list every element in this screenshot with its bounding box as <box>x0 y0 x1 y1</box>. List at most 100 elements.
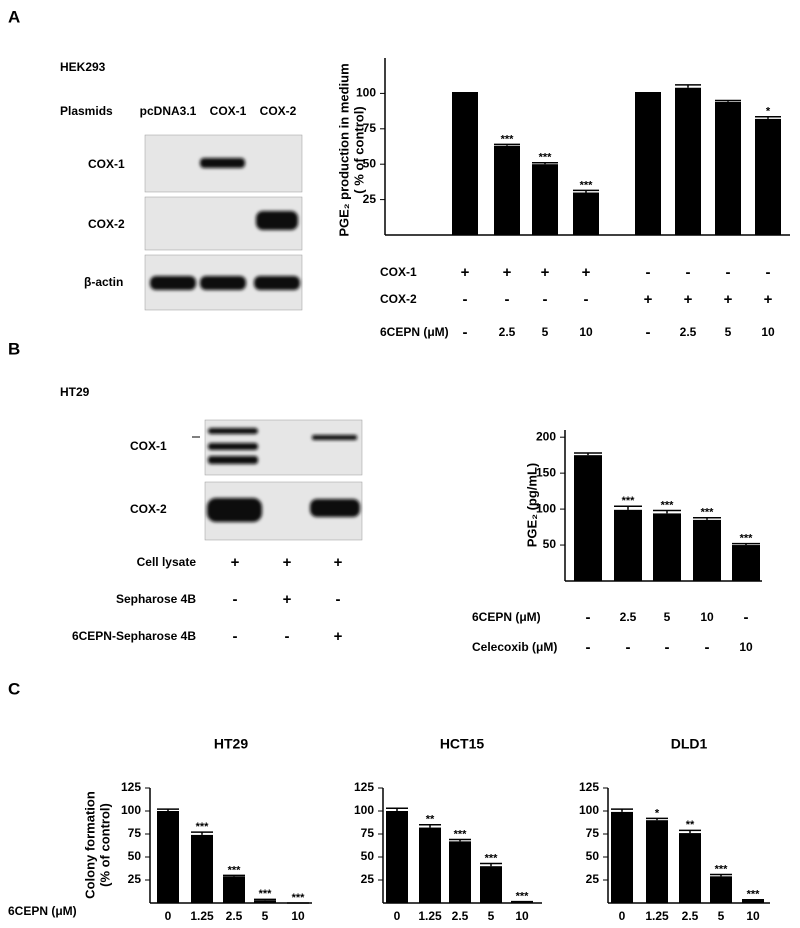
bar <box>715 101 741 235</box>
lane-label: COX-2 <box>260 104 297 118</box>
condition-value: + <box>231 554 240 571</box>
condition-value: + <box>283 554 292 571</box>
y-tick-label: 25 <box>361 872 375 886</box>
blot-header: Plasmids <box>60 104 113 118</box>
significance: *** <box>516 891 530 903</box>
condition-value: - <box>726 264 731 281</box>
significance: *** <box>292 892 306 904</box>
condition-value: - <box>686 264 691 281</box>
significance: *** <box>454 828 468 840</box>
error-bar <box>693 516 721 520</box>
blot-row-label: COX-2 <box>130 502 167 516</box>
bar <box>449 841 471 903</box>
y-tick-label: 75 <box>586 826 600 840</box>
lane-label: COX-1 <box>210 104 247 118</box>
significance: *** <box>228 864 242 876</box>
condition-value: 2.5 <box>620 610 637 624</box>
bar <box>635 93 661 236</box>
chart-title: HT29 <box>214 736 248 752</box>
y-tick-label: 100 <box>579 803 599 817</box>
condition-value: 5 <box>542 325 549 339</box>
significance: *** <box>501 133 515 145</box>
condition-label: Cell lysate <box>137 555 197 569</box>
condition-value: 10 <box>761 325 775 339</box>
y-tick-label: 25 <box>128 872 142 886</box>
condition-label: Sepharose 4B <box>116 592 196 606</box>
y-tick-label: 50 <box>543 537 557 551</box>
condition-label: 6CEPN (μM) <box>380 325 449 339</box>
x-tick-label: 10 <box>291 909 305 923</box>
chart-title: DLD1 <box>671 736 708 752</box>
significance: ** <box>686 819 695 831</box>
x-tick-label: 5 <box>718 909 725 923</box>
y-tick-label: 50 <box>586 849 600 863</box>
error-bar <box>755 116 781 119</box>
bar <box>419 827 441 903</box>
lane-label: pcDNA3.1 <box>140 104 197 118</box>
condition-value: - <box>705 639 710 656</box>
panel-label: B <box>8 339 20 358</box>
condition-value: + <box>644 291 653 308</box>
bar <box>710 876 732 903</box>
x-tick-label: 0 <box>619 909 626 923</box>
error-bar <box>223 874 245 877</box>
y-axis-label: ( % of control) <box>351 106 366 193</box>
bar <box>693 519 721 581</box>
blot-row-label: COX-2 <box>88 217 125 231</box>
band <box>254 276 300 290</box>
y-axis-label: PGE₂ (pg/mL) <box>524 463 539 548</box>
error-bar <box>157 808 179 811</box>
condition-value: + <box>461 264 470 281</box>
error-bar <box>653 509 681 514</box>
error-bar <box>679 829 701 834</box>
x-tick-label: 0 <box>394 909 401 923</box>
condition-label: Celecoxib (μM) <box>472 640 557 654</box>
condition-value: - <box>233 628 238 645</box>
significance: *** <box>196 821 210 833</box>
condition-value: 10 <box>579 325 593 339</box>
condition-value: + <box>334 554 343 571</box>
condition-value: - <box>646 324 651 341</box>
x-tick-label: 1.25 <box>190 909 214 923</box>
panel-label: A <box>8 7 20 26</box>
y-tick-label: 100 <box>536 501 556 515</box>
band <box>200 158 245 168</box>
error-bar <box>419 824 441 828</box>
x-tick-label: 5 <box>262 909 269 923</box>
error-bar <box>480 862 502 867</box>
band <box>200 276 246 290</box>
y-tick-label: 25 <box>586 872 600 886</box>
condition-value: - <box>665 639 670 656</box>
bar <box>480 866 502 903</box>
x-tick-label: 10 <box>515 909 529 923</box>
bar <box>653 513 681 581</box>
y-axis-label: Colony formation <box>82 791 97 899</box>
y-axis-label: (% of control) <box>97 803 112 887</box>
band <box>150 276 196 290</box>
condition-value: - <box>586 639 591 656</box>
condition-value: - <box>233 591 238 608</box>
bar <box>675 87 701 236</box>
condition-value: - <box>463 324 468 341</box>
bar <box>157 811 179 903</box>
y-tick-label: 50 <box>128 849 142 863</box>
error-bar <box>254 898 276 901</box>
condition-value: + <box>684 291 693 308</box>
error-bar <box>675 84 701 88</box>
bar <box>191 834 213 903</box>
cell-line: HEK293 <box>60 60 106 74</box>
bar <box>614 509 642 581</box>
condition-value: + <box>582 264 591 281</box>
y-axis-label: PGE₂ production in medium <box>336 63 351 236</box>
condition-value: 5 <box>664 610 671 624</box>
error-bar <box>494 143 520 146</box>
significance: *** <box>622 495 636 507</box>
error-bar <box>532 162 558 165</box>
band <box>312 435 357 440</box>
y-tick-label: 100 <box>354 803 374 817</box>
condition-value: 10 <box>700 610 714 624</box>
significance: * <box>655 807 660 819</box>
significance: *** <box>715 863 729 875</box>
bar <box>755 118 781 235</box>
